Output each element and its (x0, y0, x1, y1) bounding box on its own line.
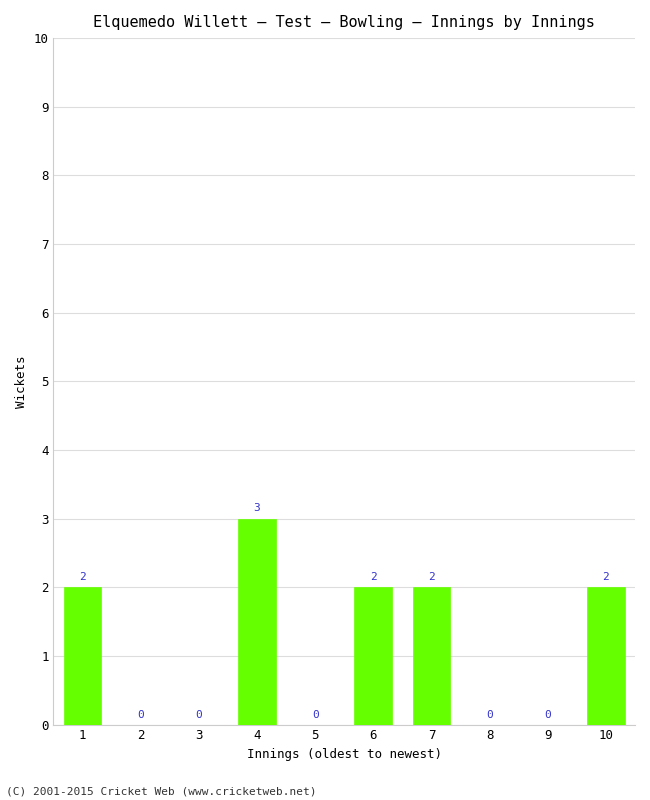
Text: 2: 2 (79, 572, 86, 582)
Bar (64, 587, 101, 725)
Y-axis label: Wickets: Wickets (15, 355, 28, 407)
Text: 2: 2 (603, 572, 609, 582)
X-axis label: Innings (oldest to newest): Innings (oldest to newest) (247, 748, 442, 761)
Bar (413, 587, 450, 725)
Text: 0: 0 (196, 710, 202, 721)
Text: (C) 2001-2015 Cricket Web (www.cricketweb.net): (C) 2001-2015 Cricket Web (www.cricketwe… (6, 786, 317, 796)
Bar (354, 587, 392, 725)
Text: 2: 2 (428, 572, 435, 582)
Bar (238, 518, 276, 725)
Text: 2: 2 (370, 572, 376, 582)
Text: 0: 0 (137, 710, 144, 721)
Text: 3: 3 (254, 503, 261, 513)
Bar (587, 587, 625, 725)
Text: 0: 0 (486, 710, 493, 721)
Text: 0: 0 (545, 710, 551, 721)
Title: Elquemedo Willett – Test – Bowling – Innings by Innings: Elquemedo Willett – Test – Bowling – Inn… (93, 15, 595, 30)
Text: 0: 0 (312, 710, 318, 721)
